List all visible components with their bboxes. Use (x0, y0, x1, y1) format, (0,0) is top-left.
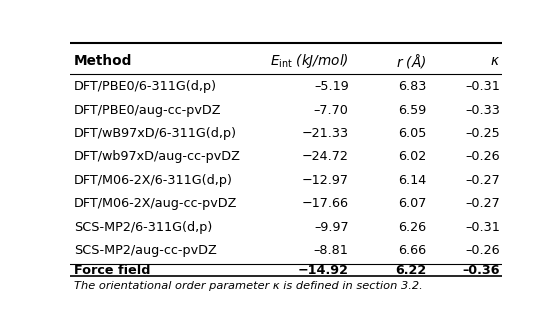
Text: $\mathit{E}_{\mathrm{int}}$ (kJ/mol): $\mathit{E}_{\mathrm{int}}$ (kJ/mol) (270, 52, 349, 70)
Text: $\mathit{\kappa}$: $\mathit{\kappa}$ (490, 54, 500, 68)
Text: −12.97: −12.97 (302, 174, 349, 187)
Text: DFT/PBE0/aug-cc-pvDZ: DFT/PBE0/aug-cc-pvDZ (74, 104, 222, 116)
Text: 6.02: 6.02 (398, 150, 426, 164)
Text: The orientational order parameter κ is defined in section 3.2.: The orientational order parameter κ is d… (74, 282, 423, 291)
Text: 6.05: 6.05 (398, 127, 426, 140)
Text: DFT/wB97xD/6-311G(d,p): DFT/wB97xD/6-311G(d,p) (74, 127, 237, 140)
Text: DFT/PBE0/6-311G(d,p): DFT/PBE0/6-311G(d,p) (74, 80, 217, 93)
Text: –8.81: –8.81 (314, 244, 349, 257)
Text: DFT/M06-2X/aug-cc-pvDZ: DFT/M06-2X/aug-cc-pvDZ (74, 197, 238, 210)
Text: −21.33: −21.33 (301, 127, 349, 140)
Text: SCS-MP2/aug-cc-pvDZ: SCS-MP2/aug-cc-pvDZ (74, 244, 217, 257)
Text: Method: Method (74, 54, 132, 68)
Text: −14.92: −14.92 (297, 264, 349, 276)
Text: 6.07: 6.07 (398, 197, 426, 210)
Text: –9.97: –9.97 (314, 221, 349, 234)
Text: –0.33: –0.33 (465, 104, 500, 116)
Text: Force field: Force field (74, 264, 151, 276)
Text: –7.70: –7.70 (314, 104, 349, 116)
Text: −24.72: −24.72 (302, 150, 349, 164)
Text: DFT/M06-2X/6-311G(d,p): DFT/M06-2X/6-311G(d,p) (74, 174, 233, 187)
Text: –0.31: –0.31 (465, 221, 500, 234)
Text: 6.59: 6.59 (398, 104, 426, 116)
Text: −17.66: −17.66 (302, 197, 349, 210)
Text: –0.27: –0.27 (465, 174, 500, 187)
Text: SCS-MP2/6-311G(d,p): SCS-MP2/6-311G(d,p) (74, 221, 213, 234)
Text: –0.25: –0.25 (465, 127, 500, 140)
Text: –0.26: –0.26 (465, 150, 500, 164)
Text: DFT/wb97xD/aug-cc-pvDZ: DFT/wb97xD/aug-cc-pvDZ (74, 150, 241, 164)
Text: 6.14: 6.14 (398, 174, 426, 187)
Text: 6.83: 6.83 (398, 80, 426, 93)
Text: –5.19: –5.19 (314, 80, 349, 93)
Text: –0.27: –0.27 (465, 197, 500, 210)
Text: 6.26: 6.26 (398, 221, 426, 234)
Text: –0.31: –0.31 (465, 80, 500, 93)
Text: –0.26: –0.26 (465, 244, 500, 257)
Text: –0.36: –0.36 (463, 264, 500, 276)
Text: 6.66: 6.66 (398, 244, 426, 257)
Text: $\mathit{r}$ (Å): $\mathit{r}$ (Å) (396, 52, 426, 70)
Text: 6.22: 6.22 (395, 264, 426, 276)
